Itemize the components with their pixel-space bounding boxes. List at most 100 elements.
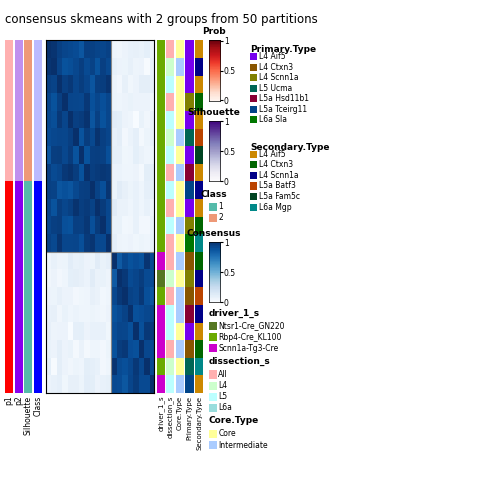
Bar bbox=[195, 234, 203, 252]
Bar bbox=[185, 40, 194, 58]
Text: Intermediate: Intermediate bbox=[218, 440, 268, 450]
Bar bbox=[166, 164, 174, 181]
Bar bbox=[185, 375, 194, 393]
Bar bbox=[195, 270, 203, 287]
Bar bbox=[157, 217, 165, 234]
Text: Secondary.Type: Secondary.Type bbox=[196, 396, 202, 450]
Bar bbox=[195, 375, 203, 393]
Bar bbox=[185, 305, 194, 323]
Bar bbox=[176, 129, 184, 146]
Text: dissection_s: dissection_s bbox=[209, 357, 271, 366]
Bar bbox=[185, 358, 194, 375]
Bar bbox=[195, 217, 203, 234]
Bar bbox=[176, 93, 184, 111]
Bar bbox=[157, 76, 165, 93]
Text: L4 Scnn1a: L4 Scnn1a bbox=[259, 171, 299, 180]
Text: driver_1_s: driver_1_s bbox=[157, 396, 164, 431]
Bar bbox=[195, 58, 203, 76]
Bar bbox=[195, 58, 203, 76]
Text: consensus skmeans with 2 groups from 50 partitions: consensus skmeans with 2 groups from 50 … bbox=[5, 13, 318, 26]
Text: Core.Type: Core.Type bbox=[177, 396, 183, 430]
Bar bbox=[195, 199, 203, 217]
Bar bbox=[166, 375, 174, 393]
Bar bbox=[166, 129, 174, 146]
Bar bbox=[5, 181, 13, 393]
Text: L5a Tceirg11: L5a Tceirg11 bbox=[259, 105, 307, 114]
Bar bbox=[176, 234, 184, 252]
Text: Consensus: Consensus bbox=[187, 229, 241, 238]
Text: L6a Mgp: L6a Mgp bbox=[259, 203, 292, 212]
Text: L5a Hsd11b1: L5a Hsd11b1 bbox=[259, 94, 309, 103]
Bar bbox=[166, 323, 174, 340]
Bar bbox=[195, 217, 203, 234]
Bar bbox=[185, 217, 194, 234]
Text: L5a Batf3: L5a Batf3 bbox=[259, 181, 296, 191]
Bar bbox=[157, 305, 165, 323]
Text: L5a Fam5c: L5a Fam5c bbox=[259, 192, 300, 201]
Bar bbox=[157, 358, 165, 375]
Bar bbox=[195, 199, 203, 217]
Bar bbox=[185, 358, 194, 375]
Bar bbox=[176, 217, 184, 234]
Bar bbox=[185, 111, 194, 129]
Bar bbox=[185, 287, 194, 305]
Text: L4 Ctxn3: L4 Ctxn3 bbox=[259, 160, 293, 169]
Bar bbox=[157, 252, 165, 270]
Bar bbox=[176, 58, 184, 76]
Bar bbox=[195, 287, 203, 305]
Text: L4 Aif5: L4 Aif5 bbox=[259, 52, 286, 61]
Bar bbox=[166, 76, 174, 93]
Bar bbox=[195, 164, 203, 181]
Bar bbox=[185, 164, 194, 181]
Bar bbox=[185, 305, 194, 323]
Bar bbox=[195, 93, 203, 111]
Bar bbox=[157, 111, 165, 129]
Bar bbox=[185, 234, 194, 252]
Bar bbox=[185, 252, 194, 270]
Bar bbox=[185, 287, 194, 305]
Bar bbox=[195, 129, 203, 146]
Bar bbox=[195, 270, 203, 287]
Bar bbox=[157, 146, 165, 164]
Bar bbox=[185, 111, 194, 129]
Bar bbox=[185, 181, 194, 199]
Bar bbox=[176, 252, 184, 270]
Bar bbox=[185, 146, 194, 164]
Text: p1: p1 bbox=[5, 396, 14, 405]
Bar bbox=[185, 164, 194, 181]
Bar bbox=[157, 375, 165, 393]
Bar bbox=[195, 146, 203, 164]
Bar bbox=[166, 146, 174, 164]
Bar bbox=[176, 340, 184, 358]
Text: L4: L4 bbox=[218, 381, 227, 390]
Text: 1: 1 bbox=[218, 202, 223, 211]
Bar bbox=[185, 252, 194, 270]
Bar bbox=[185, 181, 194, 199]
Bar bbox=[166, 358, 174, 375]
Bar bbox=[166, 217, 174, 234]
Bar bbox=[166, 234, 174, 252]
Text: dissection_s: dissection_s bbox=[167, 396, 174, 438]
Bar bbox=[185, 217, 194, 234]
Bar bbox=[157, 40, 165, 58]
Bar bbox=[176, 305, 184, 323]
Bar bbox=[195, 146, 203, 164]
Bar bbox=[166, 252, 174, 270]
Text: Primary.Type: Primary.Type bbox=[186, 396, 193, 439]
Bar bbox=[185, 58, 194, 76]
Text: Rbp4-Cre_KL100: Rbp4-Cre_KL100 bbox=[218, 333, 282, 342]
Bar bbox=[176, 146, 184, 164]
Text: L6a: L6a bbox=[218, 403, 232, 412]
Bar bbox=[176, 323, 184, 340]
Bar bbox=[166, 93, 174, 111]
Bar bbox=[166, 287, 174, 305]
Bar bbox=[176, 76, 184, 93]
Text: Silhouette: Silhouette bbox=[24, 396, 33, 435]
Bar bbox=[15, 181, 23, 393]
Bar bbox=[195, 305, 203, 323]
Bar bbox=[195, 93, 203, 111]
Bar bbox=[166, 40, 174, 58]
Bar bbox=[185, 129, 194, 146]
Bar bbox=[15, 40, 23, 181]
Bar bbox=[166, 58, 174, 76]
